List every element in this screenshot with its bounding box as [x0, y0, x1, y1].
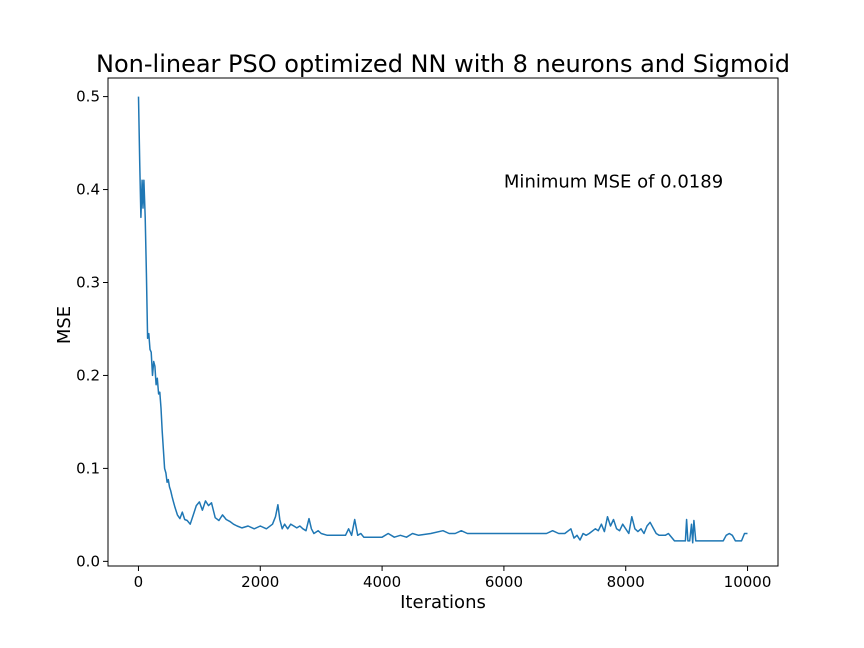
series-line — [137, 96, 748, 544]
y-tick-label: 0.0 — [76, 552, 100, 570]
y-tick-label: 0.5 — [76, 88, 100, 106]
x-tick-label: 6000 — [485, 573, 523, 591]
x-tick-label: 8000 — [607, 573, 645, 591]
x-tick-label: 4000 — [363, 573, 401, 591]
y-tick-label: 0.3 — [76, 273, 100, 291]
y-tick-label: 0.1 — [76, 459, 100, 477]
x-axis-ticks: 0 2000 4000 6000 8000 10000 — [134, 566, 772, 591]
min-mse-annotation: Minimum MSE of 0.0189 — [504, 172, 723, 193]
x-tick-label: 0 — [134, 573, 144, 591]
y-tick-label: 0.2 — [76, 366, 100, 384]
plot-frame — [107, 77, 779, 567]
y-tick-label: 0.4 — [76, 181, 100, 199]
y-axis-label: MSE — [54, 306, 75, 344]
chart-title: Non-linear PSO optimized NN with 8 neuro… — [96, 50, 790, 78]
x-tick-label: 10000 — [724, 573, 772, 591]
plot-area — [107, 77, 779, 567]
x-tick-label: 2000 — [241, 573, 279, 591]
y-axis-ticks: 0.0 0.1 0.2 0.3 0.4 0.5 — [76, 88, 108, 570]
x-axis-label: Iterations — [400, 592, 486, 613]
